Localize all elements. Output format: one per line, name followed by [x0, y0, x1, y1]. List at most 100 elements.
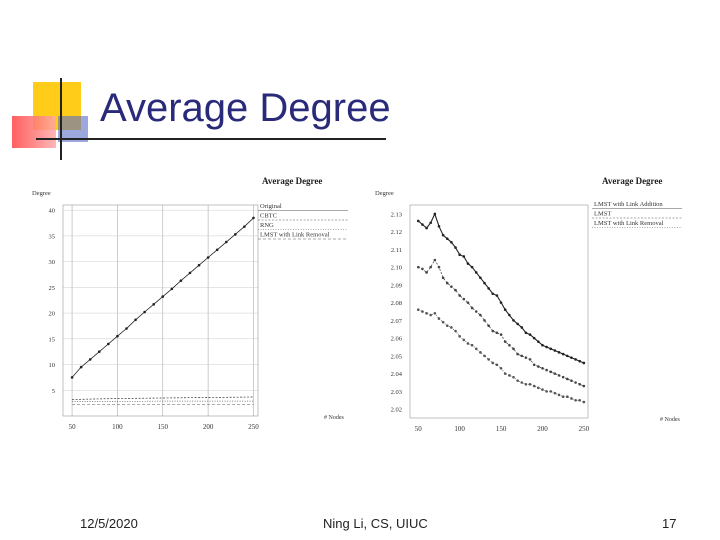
data-point — [470, 343, 474, 347]
data-point — [425, 226, 428, 230]
y-tick-label: 2.12 — [391, 229, 402, 236]
plot-frame — [409, 204, 589, 419]
data-point — [578, 382, 582, 386]
data-point — [503, 308, 507, 312]
data-point — [561, 395, 565, 398]
data-point — [516, 322, 519, 326]
y-tick-label: 2.08 — [391, 300, 402, 307]
data-point — [450, 285, 453, 288]
y-tick-label: 2.13 — [391, 211, 402, 218]
data-point — [524, 331, 528, 335]
data-point — [479, 276, 482, 280]
data-point — [537, 340, 540, 343]
data-point — [491, 329, 495, 333]
legend-entry: LMST with Link Removal — [260, 232, 330, 239]
data-point — [88, 358, 92, 361]
data-point — [499, 333, 503, 336]
y-tick-label: 2.07 — [391, 318, 403, 325]
data-point — [512, 375, 515, 379]
data-point — [445, 281, 449, 285]
y-tick-label: 2.06 — [391, 336, 403, 343]
data-point — [134, 318, 137, 322]
data-point — [574, 398, 577, 402]
data-point — [532, 363, 536, 367]
data-point — [421, 223, 424, 226]
data-point — [553, 349, 557, 352]
y-tick-label: 2.11 — [391, 247, 402, 254]
y-tick-label: 2.09 — [391, 282, 402, 289]
x-tick-label: 100 — [112, 423, 123, 431]
data-point — [474, 347, 478, 351]
data-point — [97, 350, 101, 353]
data-point — [528, 333, 532, 336]
data-point — [491, 292, 495, 296]
x-tick-label: 250 — [248, 423, 259, 431]
data-point — [234, 233, 237, 236]
data-point — [524, 356, 528, 359]
data-point — [450, 326, 453, 329]
legend-entry: RNG — [260, 222, 274, 229]
data-point — [416, 265, 420, 269]
y-tick-label: 30 — [49, 259, 56, 266]
data-point — [512, 347, 515, 351]
data-point — [491, 361, 495, 365]
data-point — [553, 372, 557, 375]
data-point — [549, 370, 553, 374]
data-point — [429, 313, 432, 317]
plot-frame — [62, 204, 259, 417]
data-point — [170, 287, 174, 291]
data-point — [524, 382, 528, 386]
y-axis-label: Degree — [375, 190, 394, 197]
x-tick-label: 250 — [579, 425, 590, 433]
series-line — [418, 309, 585, 403]
data-point — [528, 382, 532, 386]
x-tick-label: 200 — [203, 423, 214, 431]
data-point — [437, 225, 441, 228]
data-point — [437, 317, 441, 320]
data-point — [537, 365, 540, 368]
data-point — [520, 326, 524, 329]
x-axis-label: # Nodes — [660, 417, 680, 423]
y-tick-label: 2.05 — [391, 353, 402, 360]
data-point — [483, 281, 486, 285]
data-point — [561, 352, 565, 356]
data-point — [474, 271, 478, 274]
data-point — [197, 263, 201, 267]
data-point — [483, 319, 486, 322]
data-point — [179, 279, 183, 282]
data-point — [520, 381, 524, 384]
data-point — [466, 262, 470, 265]
y-tick-label: 2.02 — [391, 407, 402, 414]
decorative-red-square — [12, 116, 56, 148]
data-point — [541, 388, 544, 391]
data-point — [462, 297, 466, 301]
data-point — [188, 271, 192, 275]
data-point — [429, 265, 432, 269]
y-tick-label: 20 — [49, 311, 56, 318]
x-tick-label: 50 — [415, 425, 423, 433]
slide-title: Average Degree — [100, 86, 391, 130]
data-point — [416, 308, 420, 312]
data-point — [470, 265, 474, 269]
footer-author: Ning Li, CS, UIUC — [323, 516, 428, 531]
data-point — [532, 336, 536, 340]
data-point — [545, 345, 548, 349]
data-point — [549, 390, 553, 393]
data-point — [516, 352, 519, 356]
y-tick-label: 5 — [52, 388, 55, 395]
data-point — [561, 375, 565, 379]
data-point — [116, 334, 119, 338]
data-point — [483, 354, 486, 358]
data-point — [553, 391, 557, 395]
x-tick-label: 150 — [496, 425, 507, 433]
data-point — [441, 233, 445, 237]
data-point — [503, 340, 507, 343]
data-point — [570, 379, 573, 383]
data-point — [495, 363, 499, 367]
data-point — [107, 342, 110, 346]
data-point — [582, 384, 586, 388]
data-point — [70, 376, 74, 379]
data-point — [441, 276, 445, 280]
data-point — [433, 311, 437, 315]
data-point — [433, 258, 437, 262]
